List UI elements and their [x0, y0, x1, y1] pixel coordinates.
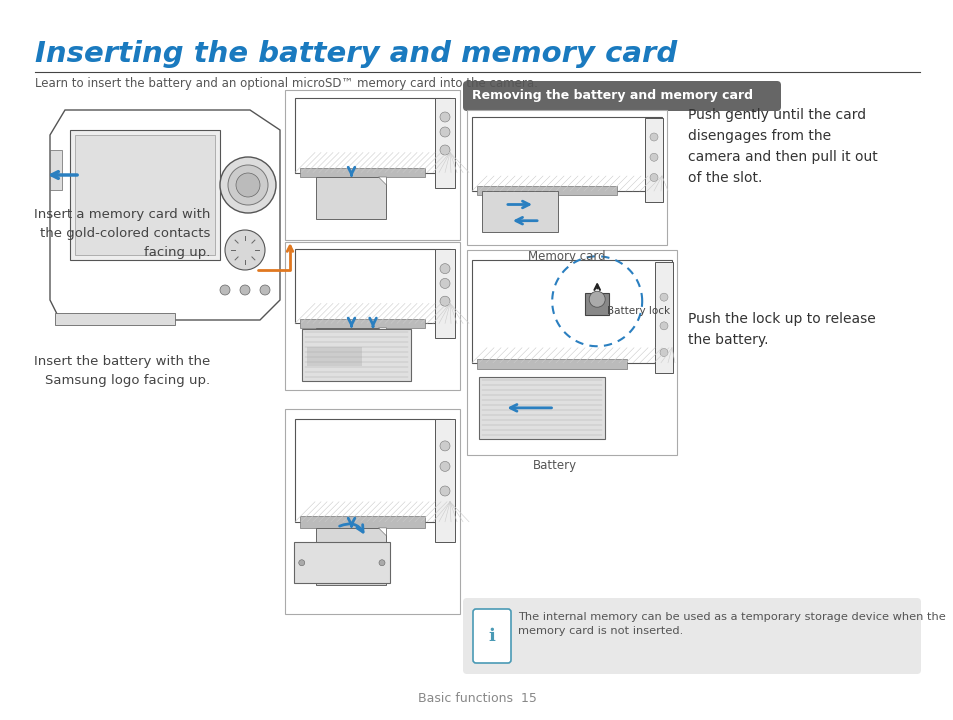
Text: Insert the battery with the
Samsung logo facing up.: Insert the battery with the Samsung logo… [33, 355, 210, 387]
Circle shape [659, 322, 667, 330]
Bar [294, 419, 450, 522]
Circle shape [260, 285, 270, 295]
Circle shape [649, 153, 658, 161]
Circle shape [298, 559, 304, 566]
Polygon shape [378, 177, 386, 185]
Bar [584, 293, 609, 315]
Text: ℹ: ℹ [488, 627, 495, 645]
Bar [55, 313, 174, 325]
Bar [655, 262, 672, 373]
Circle shape [439, 145, 450, 155]
Circle shape [439, 112, 450, 122]
Circle shape [240, 285, 250, 295]
Bar [294, 97, 450, 173]
Bar [472, 117, 661, 191]
Text: Insert a memory card with
the gold-colored contacts
facing up.: Insert a memory card with the gold-color… [33, 208, 210, 259]
Bar [285, 90, 459, 240]
Circle shape [235, 173, 260, 197]
Circle shape [659, 348, 667, 356]
Bar [476, 186, 617, 195]
Bar [285, 409, 459, 614]
Bar [435, 249, 455, 338]
Bar [316, 177, 386, 219]
Bar [302, 329, 411, 381]
Circle shape [439, 296, 450, 306]
Text: Battery: Battery [533, 459, 577, 472]
Bar [294, 249, 450, 323]
Text: Push the lock up to release
the battery.: Push the lock up to release the battery. [687, 312, 875, 347]
Text: Learn to insert the battery and an optional microSD™ memory card into the camera: Learn to insert the battery and an optio… [35, 77, 537, 90]
Bar [294, 542, 390, 583]
Circle shape [439, 264, 450, 274]
Circle shape [649, 174, 658, 181]
Text: Inserting the battery and memory card: Inserting the battery and memory card [35, 40, 677, 68]
FancyBboxPatch shape [462, 598, 920, 674]
Bar [50, 150, 62, 190]
Bar [299, 168, 424, 177]
FancyBboxPatch shape [462, 81, 781, 111]
Polygon shape [378, 328, 386, 336]
Circle shape [439, 127, 450, 137]
Bar [75, 135, 214, 255]
Bar [472, 260, 671, 363]
Bar [435, 97, 455, 187]
Bar [316, 328, 386, 369]
Bar [467, 110, 666, 245]
Bar [307, 348, 361, 366]
Bar [316, 528, 386, 585]
Circle shape [225, 230, 265, 270]
Circle shape [220, 285, 230, 295]
Bar [299, 516, 424, 528]
Circle shape [659, 293, 667, 301]
Circle shape [439, 441, 450, 451]
Bar [285, 242, 459, 390]
Bar [644, 118, 662, 202]
Circle shape [220, 157, 275, 213]
Text: Battery lock: Battery lock [606, 306, 670, 316]
FancyBboxPatch shape [473, 609, 511, 663]
Circle shape [439, 279, 450, 289]
Text: Memory card: Memory card [528, 250, 605, 263]
Bar [467, 250, 677, 455]
Text: The internal memory can be used as a temporary storage device when the
memory ca: The internal memory can be used as a tem… [517, 612, 944, 636]
Circle shape [228, 165, 268, 205]
Circle shape [649, 133, 658, 141]
Circle shape [439, 462, 450, 472]
Circle shape [589, 292, 604, 307]
Circle shape [378, 559, 385, 566]
Text: Removing the battery and memory card: Removing the battery and memory card [472, 89, 752, 102]
Bar [481, 191, 558, 232]
Bar [435, 419, 455, 542]
Circle shape [439, 486, 450, 496]
Polygon shape [50, 110, 280, 320]
Text: Push gently until the card
disengages from the
camera and then pull it out
of th: Push gently until the card disengages fr… [687, 108, 877, 186]
Bar [476, 359, 626, 369]
Bar [70, 130, 220, 260]
Bar [478, 377, 604, 438]
Polygon shape [378, 528, 386, 536]
Bar [299, 319, 424, 328]
Text: Basic functions  15: Basic functions 15 [417, 691, 536, 704]
